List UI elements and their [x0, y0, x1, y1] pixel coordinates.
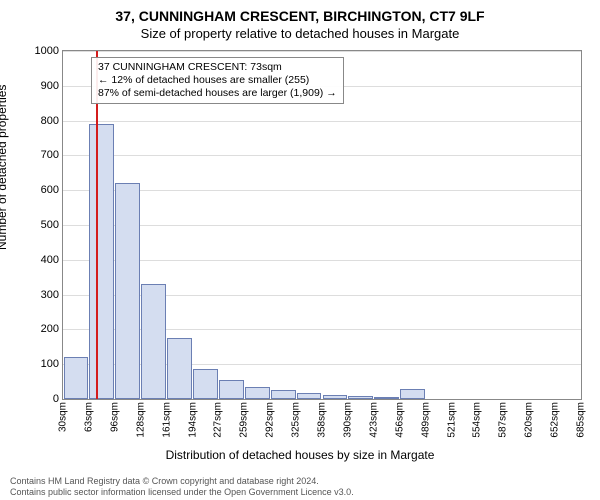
- x-axis-label: Distribution of detached houses by size …: [0, 448, 600, 462]
- y-tick-label: 400: [41, 254, 59, 266]
- y-tick-label: 100: [41, 358, 59, 370]
- histogram-bar: [323, 395, 348, 399]
- x-tick-label: 194sqm: [187, 402, 198, 438]
- histogram-bar: [400, 389, 425, 399]
- y-tick-label: 300: [41, 289, 59, 301]
- y-tick-label: 500: [41, 219, 59, 231]
- x-tick-label: 161sqm: [161, 402, 172, 438]
- histogram-bar: [219, 380, 244, 399]
- x-tick-label: 423sqm: [368, 402, 379, 438]
- gridline: [63, 121, 581, 122]
- x-tick-label: 325sqm: [291, 402, 302, 438]
- x-tick-label: 259sqm: [239, 402, 250, 438]
- y-tick-label: 700: [41, 149, 59, 161]
- footer-line-2: Contains public sector information licen…: [10, 487, 354, 498]
- histogram-bar: [115, 183, 140, 399]
- histogram-bar: [193, 369, 218, 399]
- gridline: [63, 190, 581, 191]
- histogram-bar: [167, 338, 192, 399]
- histogram-bar: [348, 396, 373, 399]
- infobox-line3: 87% of semi-detached houses are larger (…: [98, 87, 337, 100]
- histogram-bar: [64, 357, 89, 399]
- gridline: [63, 51, 581, 52]
- footer-attribution: Contains HM Land Registry data © Crown c…: [10, 476, 354, 498]
- x-tick-label: 96sqm: [109, 402, 120, 432]
- x-tick-label: 63sqm: [83, 402, 94, 432]
- x-tick-label: 227sqm: [213, 402, 224, 438]
- y-axis-label: Number of detached properties: [0, 85, 9, 250]
- x-tick-label: 521sqm: [446, 402, 457, 438]
- x-tick-label: 620sqm: [524, 402, 535, 438]
- y-tick-label: 900: [41, 80, 59, 92]
- histogram-bar: [245, 387, 270, 399]
- x-tick-label: 30sqm: [58, 402, 69, 432]
- y-tick-label: 1000: [35, 45, 59, 57]
- x-tick-label: 358sqm: [317, 402, 328, 438]
- histogram-bar: [374, 397, 399, 399]
- gridline: [63, 225, 581, 226]
- x-tick-label: 587sqm: [498, 402, 509, 438]
- x-tick-label: 456sqm: [394, 402, 405, 438]
- chart-title-sub: Size of property relative to detached ho…: [0, 26, 600, 41]
- infobox-line2: ← 12% of detached houses are smaller (25…: [98, 74, 337, 87]
- footer-line-1: Contains HM Land Registry data © Crown c…: [10, 476, 354, 487]
- y-tick-label: 200: [41, 323, 59, 335]
- histogram-bar: [271, 390, 296, 399]
- gridline: [63, 260, 581, 261]
- histogram-bar: [297, 393, 322, 399]
- property-infobox: 37 CUNNINGHAM CRESCENT: 73sqm← 12% of de…: [91, 57, 344, 104]
- histogram-bar: [89, 124, 114, 399]
- histogram-bar: [141, 284, 166, 399]
- x-tick-label: 652sqm: [550, 402, 561, 438]
- gridline: [63, 155, 581, 156]
- y-tick-label: 800: [41, 115, 59, 127]
- x-tick-label: 390sqm: [342, 402, 353, 438]
- plot-area: 0100200300400500600700800900100030sqm63s…: [62, 50, 582, 400]
- infobox-line1: 37 CUNNINGHAM CRESCENT: 73sqm: [98, 61, 337, 74]
- x-tick-label: 489sqm: [420, 402, 431, 438]
- x-tick-label: 128sqm: [135, 402, 146, 438]
- x-tick-label: 292sqm: [265, 402, 276, 438]
- x-tick-label: 685sqm: [576, 402, 587, 438]
- chart-title-main: 37, CUNNINGHAM CRESCENT, BIRCHINGTON, CT…: [0, 8, 600, 24]
- x-tick-label: 554sqm: [472, 402, 483, 438]
- chart-container: 37, CUNNINGHAM CRESCENT, BIRCHINGTON, CT…: [0, 0, 600, 500]
- y-tick-label: 600: [41, 184, 59, 196]
